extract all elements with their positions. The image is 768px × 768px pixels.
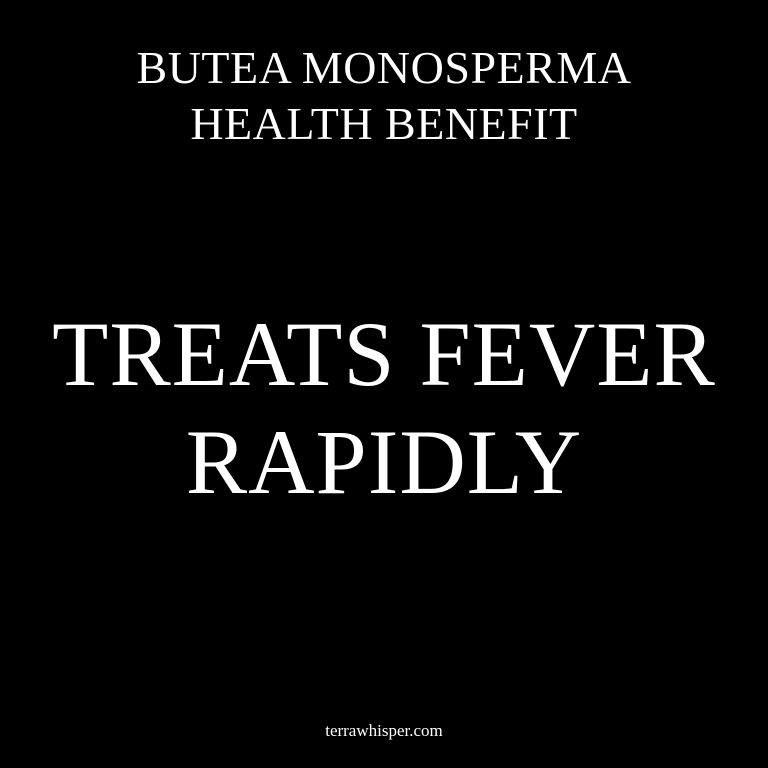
card-header: BUTEA MONOSPERMA HEALTH BENEFIT	[0, 40, 768, 152]
benefit-line-1: TREATS FEVER	[52, 303, 716, 405]
section-subheading: HEALTH BENEFIT	[190, 98, 578, 149]
site-credit: terrawhisper.com	[325, 721, 443, 740]
plant-name-heading: BUTEA MONOSPERMA	[136, 42, 632, 93]
benefit-line-2: RAPIDLY	[185, 411, 583, 513]
benefit-statement: TREATS FEVER RAPIDLY	[0, 300, 768, 516]
